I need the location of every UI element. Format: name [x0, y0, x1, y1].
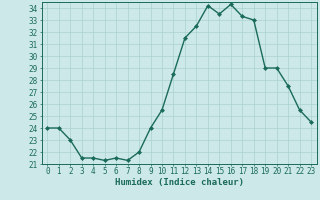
X-axis label: Humidex (Indice chaleur): Humidex (Indice chaleur) — [115, 178, 244, 187]
